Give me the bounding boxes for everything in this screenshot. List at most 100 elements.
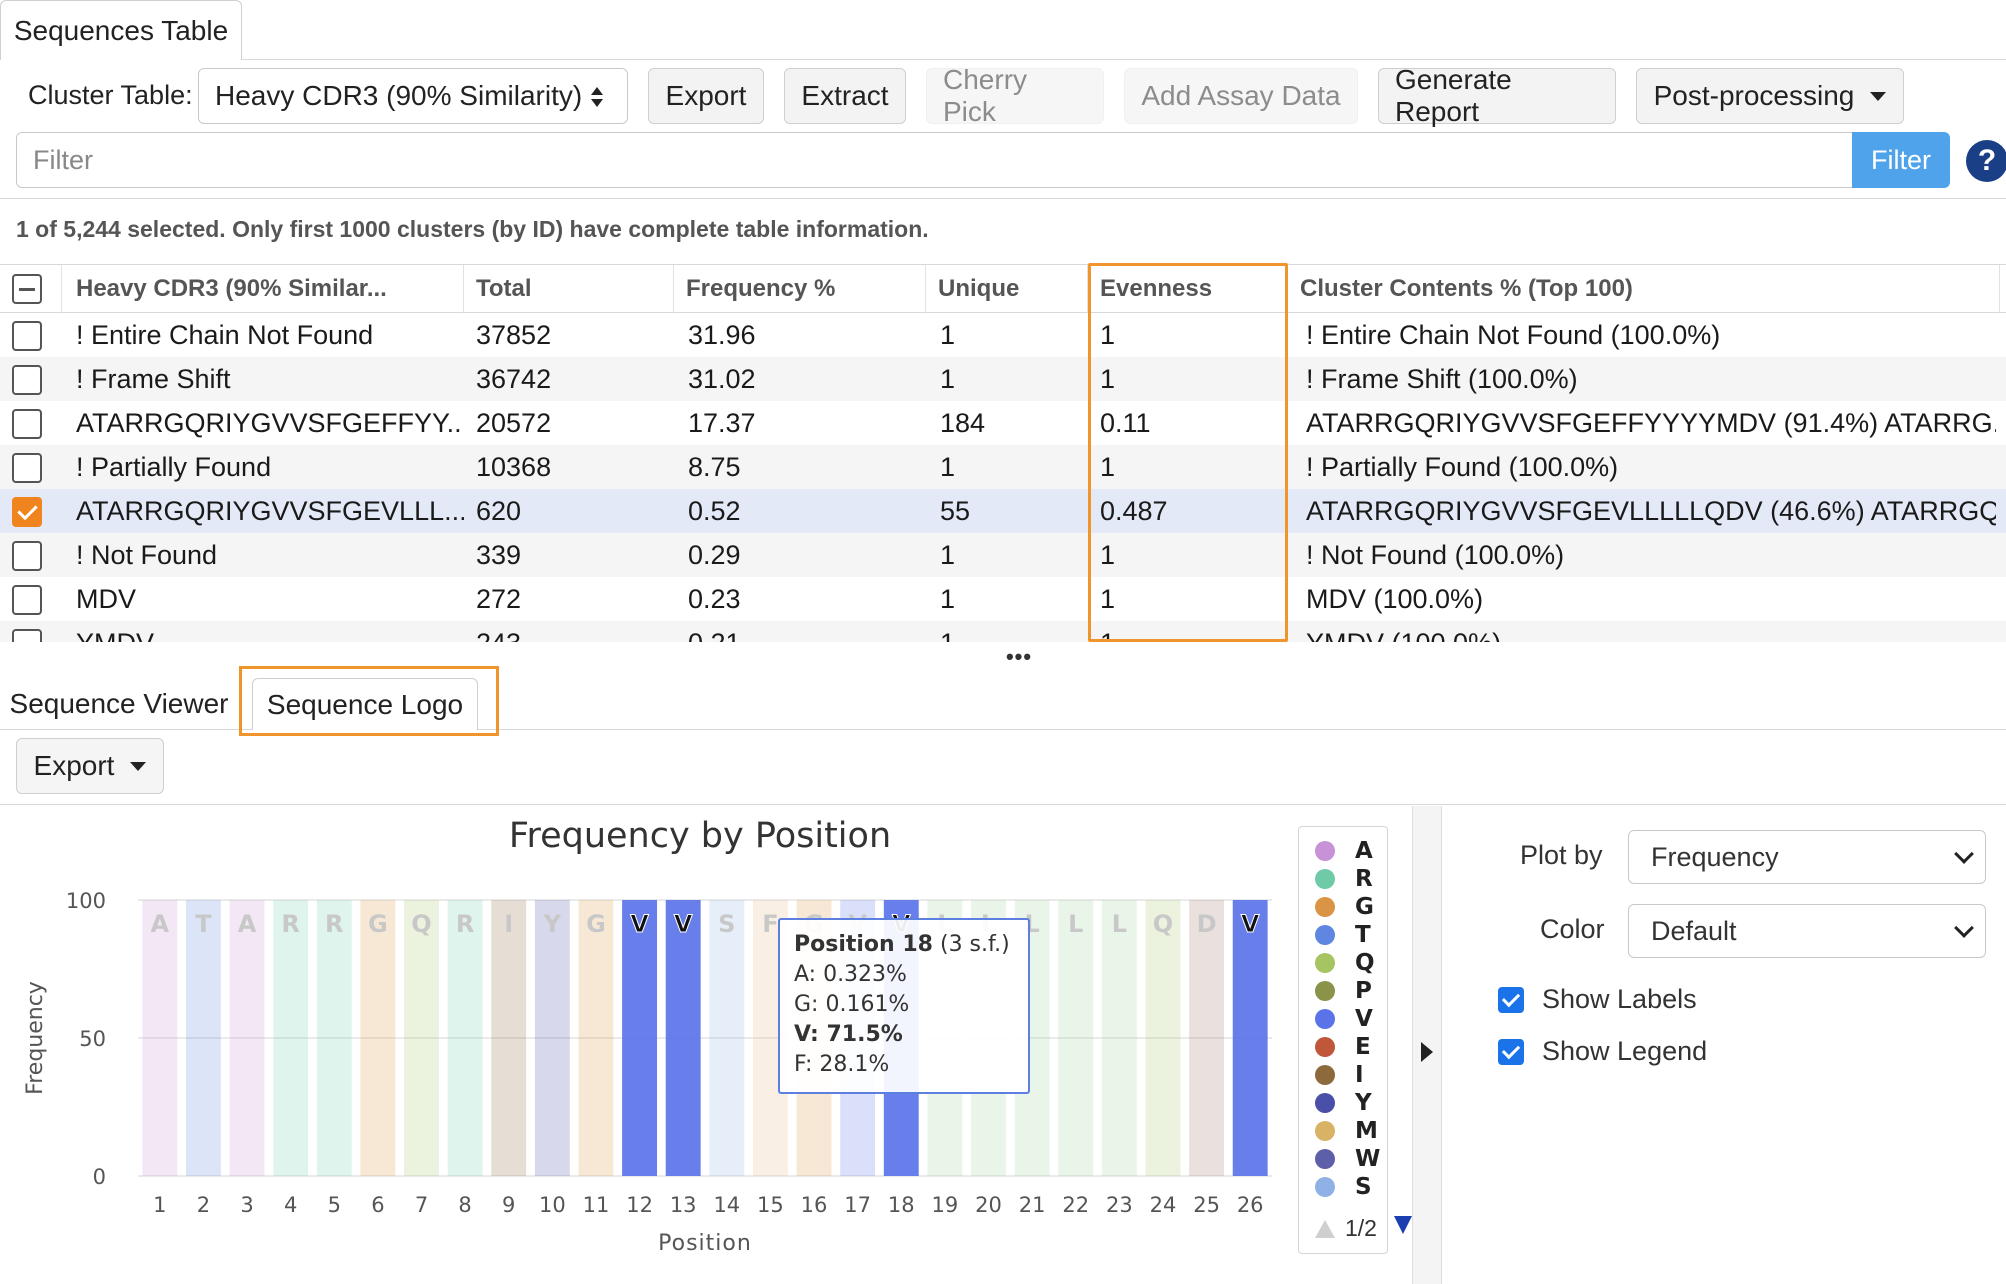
- legend-item[interactable]: T: [1315, 921, 1371, 949]
- row-checkbox[interactable]: [12, 629, 42, 642]
- show-labels-label: Show Labels: [1542, 984, 1697, 1014]
- tab-sequence-logo[interactable]: Sequence Logo: [252, 678, 478, 730]
- show-legend-checkbox[interactable]: [1498, 1039, 1524, 1065]
- table-row[interactable]: ! Entire Chain Not Found 37852 31.96 1 1 ! En…: [0, 313, 2006, 357]
- bar-letter-label: I: [504, 910, 513, 938]
- tab-sequences-table[interactable]: Sequences Table: [0, 0, 242, 60]
- tooltip-line-highlight: V: 71.5%: [794, 1022, 903, 1047]
- legend-item[interactable]: M: [1315, 1117, 1378, 1145]
- header-total[interactable]: Total: [464, 265, 674, 313]
- filter-input[interactable]: Filter: [16, 132, 1854, 188]
- row-checkbox[interactable]: [12, 541, 42, 571]
- help-icon[interactable]: ?: [1966, 140, 2006, 182]
- bar: [142, 900, 178, 1176]
- legend-letter: A: [1355, 838, 1373, 864]
- legend-item[interactable]: Y: [1315, 1089, 1372, 1117]
- cluster-table-select[interactable]: Heavy CDR3 (90% Similarity): [198, 68, 628, 124]
- legend-item[interactable]: W: [1315, 1145, 1380, 1173]
- bar: [1145, 900, 1181, 1176]
- legend-swatch: [1315, 1009, 1335, 1029]
- row-checkbox[interactable]: [12, 409, 42, 439]
- header-frequency[interactable]: Frequency %: [674, 265, 926, 313]
- table-row[interactable]: ! Frame Shift 36742 31.02 1 1 ! Frame Shift (…: [0, 357, 2006, 401]
- cell-total: 243: [476, 621, 674, 643]
- row-checkbox[interactable]: [12, 365, 42, 395]
- bar: [1189, 900, 1225, 1176]
- cell-evenness: 1: [1100, 319, 1116, 350]
- cell-unique: 1: [940, 539, 956, 570]
- extract-button[interactable]: Extract: [784, 68, 906, 124]
- y-tick-label: 0: [93, 1165, 106, 1189]
- header-select-all[interactable]: [0, 265, 62, 313]
- legend-item[interactable]: G: [1315, 893, 1374, 921]
- cherry-pick-button[interactable]: Cherry Pick: [926, 64, 1104, 127]
- cell-contents: ! Partially Found (100.0%): [1306, 451, 1619, 482]
- table-row[interactable]: ! Partially Found 10368 8.75 1 1 ! Partially …: [0, 445, 2006, 489]
- cell-evenness: 1: [1100, 539, 1116, 570]
- x-tick-label: 4: [284, 1193, 297, 1217]
- row-checkbox[interactable]: [12, 585, 42, 615]
- x-tick-label: 1: [153, 1193, 166, 1217]
- x-tick-label: 26: [1237, 1193, 1264, 1217]
- select-all-checkbox[interactable]: [12, 274, 42, 304]
- table-row[interactable]: MDV 272 0.23 1 1 MDV (100.0%): [0, 577, 2006, 621]
- show-labels-checkbox[interactable]: [1498, 987, 1524, 1013]
- legend-letter: R: [1355, 866, 1373, 892]
- table-row[interactable]: ! Not Found 339 0.29 1 1 ! Not Found (100.0%): [0, 533, 2006, 577]
- x-tick-label: 16: [801, 1193, 828, 1217]
- resize-handle[interactable]: •••: [1005, 644, 1033, 669]
- legend-item[interactable]: E: [1315, 1033, 1371, 1061]
- bar-letter-label: T: [195, 910, 212, 938]
- legend-item[interactable]: P: [1315, 977, 1372, 1005]
- chart-title: Frequency by Position: [508, 816, 892, 856]
- header-cluster-contents[interactable]: Cluster Contents % (Top 100): [1288, 265, 2000, 313]
- header-cdr3[interactable]: Heavy CDR3 (90% Similar...: [62, 265, 464, 313]
- page-up-icon[interactable]: [1313, 1218, 1337, 1240]
- cell-evenness: 0.487: [1100, 495, 1168, 526]
- chevron-down-icon: [1954, 918, 1974, 938]
- row-checkbox[interactable]: [12, 497, 42, 527]
- legend-item[interactable]: V: [1315, 1005, 1373, 1033]
- cell-freq: 8.75: [688, 451, 741, 482]
- cell-freq: 31.96: [688, 319, 756, 350]
- caret-right-icon[interactable]: [1419, 1040, 1435, 1064]
- legend-item[interactable]: Q: [1315, 949, 1375, 977]
- legend-item[interactable]: R: [1315, 865, 1373, 893]
- row-checkbox[interactable]: [12, 453, 42, 483]
- legend-item[interactable]: A: [1315, 837, 1373, 865]
- frequency-by-position-chart: 0 50 100 A 1 T 2 A 3 R 4 R 5 G 6 Q 7 R 8 I 9 Y 10 G 11 V 12 V 13 S 14 F…: [23, 889, 1272, 1256]
- plot-by-label: Plot by: [1520, 840, 1603, 870]
- header-unique[interactable]: Unique: [926, 265, 1088, 313]
- post-processing-dropdown[interactable]: Post-processing: [1636, 68, 1904, 124]
- export-button[interactable]: Export: [648, 68, 764, 124]
- cell-name: ATARRGQRIYGVVSFGEFFYY...: [76, 407, 464, 438]
- header-evenness[interactable]: Evenness: [1088, 265, 1288, 313]
- bar: [185, 900, 221, 1176]
- tab-sequence-viewer[interactable]: Sequence Viewer: [9, 688, 229, 719]
- table-row[interactable]: ATARRGQRIYGVVSFGEVLLL... 620 0.52 55 0.487 AT…: [0, 489, 2006, 533]
- chart-tooltip: Position 18 (3 s.f.) A: 0.323% G: 0.161%…: [778, 918, 1030, 1094]
- bar-letter-label: V: [674, 910, 693, 938]
- plot-by-select[interactable]: Frequency: [1628, 830, 1986, 884]
- legend-swatch: [1315, 953, 1335, 973]
- panel-collapse-bar[interactable]: [1412, 806, 1442, 1284]
- bar: [1232, 900, 1268, 1176]
- row-checkbox[interactable]: [12, 321, 42, 351]
- legend-item[interactable]: S: [1315, 1173, 1372, 1201]
- table-row[interactable]: ATARRGQRIYGVVSFGEFFYY... 20572 17.37 184 0.1…: [0, 401, 2006, 445]
- tooltip-line: A: 0.323%: [794, 962, 907, 987]
- color-select[interactable]: Default: [1628, 904, 1986, 958]
- table-row[interactable]: YMDV 243 0.21 11 YMDV (100.0%): [0, 621, 2006, 642]
- bar-letter-label: R: [325, 910, 343, 938]
- legend-swatch: [1315, 925, 1335, 945]
- bar: [360, 900, 396, 1176]
- filter-button[interactable]: Filter: [1852, 132, 1950, 188]
- cell-evenness: 1: [1100, 363, 1116, 394]
- generate-report-button[interactable]: Generate Report: [1378, 64, 1616, 127]
- lower-tab-bar: [0, 668, 2006, 730]
- page-down-icon[interactable]: [1392, 1214, 1414, 1236]
- legend-item[interactable]: I: [1315, 1061, 1364, 1089]
- add-assay-data-button[interactable]: Add Assay Data: [1124, 68, 1358, 124]
- logo-export-dropdown[interactable]: Export: [16, 738, 164, 794]
- cell-total: 272: [476, 583, 522, 614]
